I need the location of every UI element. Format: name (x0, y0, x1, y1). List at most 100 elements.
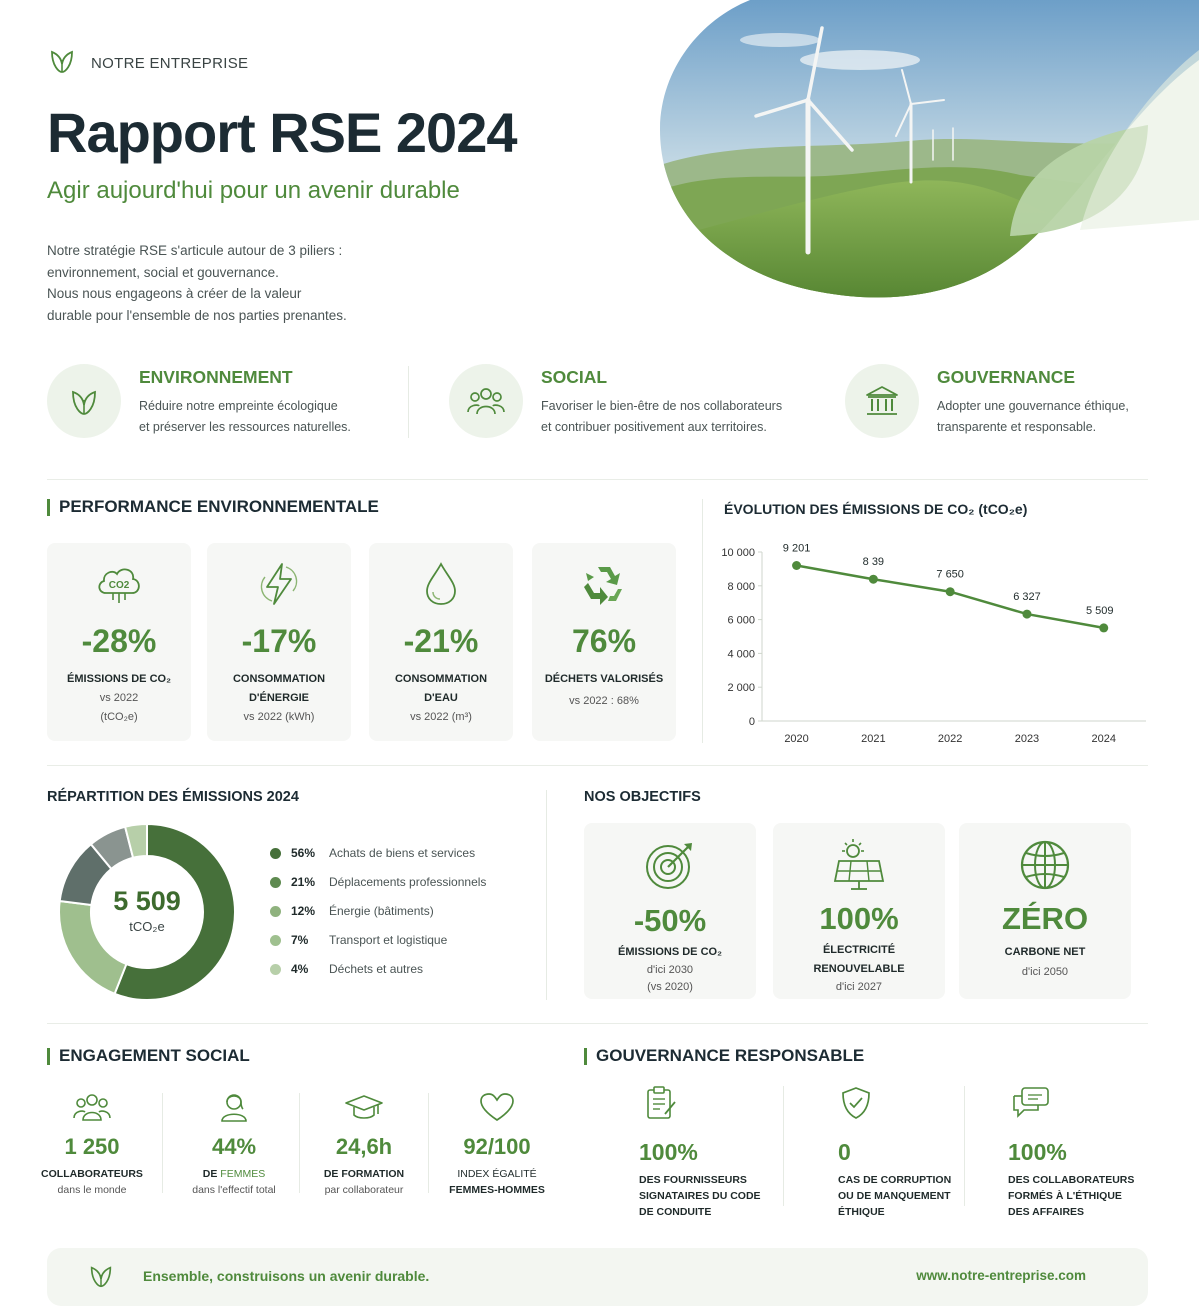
social-label: COLLABORATEURS (41, 1168, 143, 1180)
legend-pct: 21% (291, 875, 316, 889)
kpi-value: -17% (241, 623, 317, 659)
divider (546, 790, 547, 1000)
brand-label: NOTRE ENTREPRISE (91, 55, 249, 72)
data-label: 5 509 (1086, 605, 1114, 617)
pillar-title: SOCIAL (541, 367, 608, 387)
solar-panel-icon (773, 837, 945, 893)
hero-wind-turbine-image (660, 0, 1199, 320)
donut-center: 5 509 tCO₂e (57, 886, 237, 934)
objective-sub: (vs 2020) (647, 981, 693, 993)
legend-item: 56% Achats de biens et services (270, 846, 475, 860)
intro-line: durable pour l'ensemble de nos parties p… (47, 307, 347, 323)
legend-item: 7% Transport et logistique (270, 933, 447, 947)
gov-stat-ethique: 100% DES COLLABORATEURS FORMÉS À L'ÉTHIQ… (1008, 1086, 1134, 1220)
data-point (868, 574, 878, 584)
woman-icon (180, 1092, 288, 1122)
people-icon (449, 364, 523, 438)
recycle-icon (532, 561, 676, 609)
y-tick-label: 8 000 (727, 581, 755, 593)
kpi-sub: vs 2022 (kWh) (243, 711, 315, 723)
gov-label: CAS DE CORRUPTION OU DE MANQUEMENT ÉTHIQ… (838, 1172, 951, 1220)
kpi-label: CONSOMMATION D'EAU (369, 670, 513, 708)
gov-stat-corruption: 0 CAS DE CORRUPTION OU DE MANQUEMENT ÉTH… (838, 1086, 951, 1220)
gov-stat-fournisseurs: 100% DES FOURNISSEURS SIGNATAIRES DU COD… (639, 1086, 761, 1220)
co2-cloud-icon: CO2 (47, 561, 191, 609)
legend-dot (270, 876, 281, 888)
gov-label-line: ÉTHIQUE (838, 1206, 885, 1218)
pillar-desc-line: Adopter une gouvernance éthique, (937, 399, 1129, 413)
y-tick-label: 4 000 (727, 648, 755, 660)
kpi-card-energy: -17% CONSOMMATION D'ÉNERGIE vs 2022 (kWh… (207, 543, 351, 741)
gov-label-line: CAS DE CORRUPTION (838, 1174, 952, 1186)
footer: Ensemble, construisons un avenir durable… (47, 1248, 1148, 1306)
kpi-sub: vs 2022 : 68% (569, 695, 639, 707)
heart-icon (444, 1092, 550, 1122)
donut-slice (113, 822, 236, 1001)
social-stat-femmes: 44% DE FEMMES dans l'effectif total (180, 1092, 288, 1196)
pillar-desc-line: et préserver les ressources naturelles. (139, 420, 351, 434)
donut-total: 5 509 (113, 886, 181, 916)
y-tick-label: 2 000 (727, 682, 755, 694)
social-label-part: DE (202, 1168, 221, 1180)
leaf-icon (87, 1262, 115, 1295)
pillar-desc-line: et contribuer positivement aux territoir… (541, 420, 767, 434)
objective-card-electricity: 100% ÉLECTRICITÉ RENOUVELABLE d'ici 2027 (773, 823, 945, 999)
leaf-icon (47, 364, 121, 438)
kpi-label: DÉCHETS VALORISÉS (544, 673, 664, 685)
legend-label: Transport et logistique (329, 933, 448, 947)
social-sub: dans l'effectif total (192, 1184, 276, 1196)
social-label-highlight: FEMMES (220, 1168, 266, 1180)
kpi-sub: vs 2022 (m³) (410, 711, 472, 723)
objective-card-carbon: ZÉRO CARBONE NET d'ici 2050 (959, 823, 1131, 999)
legend-pct: 4% (291, 962, 309, 976)
data-label: 8 39 (863, 556, 884, 568)
kpi-sub: vs 2022 (99, 692, 139, 704)
objective-label-line: ÉLECTRICITÉ (822, 944, 896, 956)
intro-line: environnement, social et gouvernance. (47, 264, 279, 280)
heading-accent-bar (47, 498, 50, 516)
heading-accent-bar (47, 1047, 50, 1065)
pillar-title: GOUVERNANCE (937, 367, 1076, 387)
target-icon (584, 839, 756, 891)
co2-line-chart: 0 2 000 4 000 6 000 8 000 10 000 2020 2021 2022 2… (721, 543, 1146, 745)
data-label: 7 650 (936, 569, 964, 581)
gov-label: DES COLLABORATEURS FORMÉS À L'ÉTHIQUE DE… (1008, 1172, 1134, 1220)
legend-item: 21% Déplacements professionnels (270, 875, 486, 889)
pillar-desc-line: transparente et responsable. (937, 420, 1097, 434)
legend-pct: 7% (291, 933, 309, 947)
data-point (945, 587, 955, 597)
building-icon (845, 364, 919, 438)
social-stat-collaborateurs: 1 250 COLLABORATEURS dans le monde (40, 1092, 144, 1196)
lightning-icon (207, 561, 351, 609)
legend-label: Énergie (bâtiments) (329, 904, 434, 918)
chart-title: ÉVOLUTION DES ÉMISSIONS DE CO₂ (tCO₂e) (724, 501, 1028, 517)
social-label: DE FEMMES (180, 1168, 288, 1180)
y-tick-label: 10 000 (721, 547, 755, 559)
objective-label: CARBONE NET (1004, 946, 1086, 958)
globe-icon (959, 839, 1131, 891)
divider (783, 1086, 784, 1206)
pillar-desc: Réduire notre empreinte écologique et pr… (139, 396, 389, 438)
pillar-desc: Adopter une gouvernance éthique, transpa… (937, 396, 1187, 438)
section-divider (47, 765, 1148, 766)
kpi-value: -28% (81, 623, 157, 659)
legend-label: Déchets et autres (329, 962, 424, 976)
x-tick-label: 2021 (861, 733, 885, 745)
shield-icon (838, 1086, 951, 1125)
social-value: 24,6h (335, 1134, 393, 1159)
donut-unit: tCO₂e (129, 919, 165, 934)
social-sub: dans le monde (57, 1184, 127, 1196)
pillar-desc-line: Favoriser le bien-être de nos collaborat… (541, 399, 783, 413)
kpi-sub: (tCO₂e) (100, 711, 138, 723)
divider (964, 1086, 965, 1206)
section-heading-objectifs: NOS OBJECTIFS (584, 789, 701, 805)
water-drop-icon (369, 561, 513, 609)
legend-pct: 56% (291, 846, 316, 860)
pillar-social: SOCIAL Favoriser le bien-être de nos col… (449, 364, 791, 438)
footer-website-link[interactable]: www.notre-entreprise.com (916, 1268, 1086, 1283)
people-icon (40, 1092, 144, 1122)
legend-dot (270, 963, 281, 975)
kpi-label-line: CONSOMMATION (394, 673, 488, 685)
data-point (1099, 623, 1109, 633)
page-title: Rapport RSE 2024 (47, 101, 517, 164)
